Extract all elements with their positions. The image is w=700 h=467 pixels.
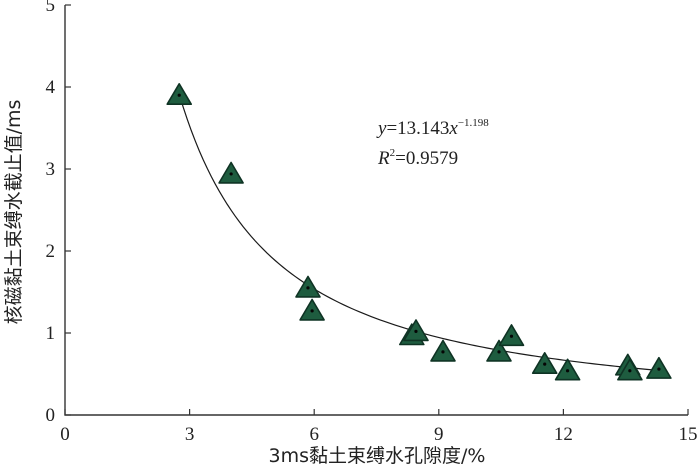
y-tick-label: 0 xyxy=(46,405,56,426)
data-point xyxy=(531,351,558,375)
y-tick-label: 4 xyxy=(46,77,56,98)
data-point-center xyxy=(441,350,445,354)
y-tick-label: 1 xyxy=(46,323,56,344)
data-point-center xyxy=(565,369,570,373)
data-point-center xyxy=(509,334,514,338)
equation-exponent: −1.198 xyxy=(458,117,489,129)
data-point xyxy=(166,83,192,105)
data-point xyxy=(554,358,581,381)
data-point-center xyxy=(177,93,181,97)
data-point xyxy=(617,358,643,381)
data-point xyxy=(486,339,512,362)
data-point-center xyxy=(657,367,661,371)
r-squared-sup: 2 xyxy=(390,147,396,159)
y-tick-label: 5 xyxy=(46,0,56,16)
data-point-center xyxy=(310,309,314,313)
data-point-center xyxy=(229,172,233,176)
x-axis-title: 3ms黏土束缚水孔隙度/% xyxy=(269,445,486,467)
data-point-center xyxy=(628,369,632,373)
data-point-center xyxy=(414,329,418,333)
equation-x-var: x xyxy=(448,118,458,139)
data-markers xyxy=(166,83,672,381)
axes xyxy=(64,5,688,416)
x-tick-label: 0 xyxy=(60,424,70,445)
data-point xyxy=(430,339,456,362)
r-squared-value: =0.9579 xyxy=(395,148,458,169)
data-point xyxy=(218,161,244,184)
r-squared: R2=0.9579 xyxy=(377,147,458,169)
data-point xyxy=(295,275,321,298)
x-tick-label: 9 xyxy=(434,424,444,445)
y-axis-title: 核磁黏土束缚水截止值/ms xyxy=(3,100,25,325)
x-tick-label: 15 xyxy=(679,424,698,445)
y-tick-label: 2 xyxy=(46,241,56,262)
data-point xyxy=(299,298,325,321)
data-point-center xyxy=(543,362,547,366)
equation-y-var: y xyxy=(376,118,387,139)
data-point-center xyxy=(306,286,310,290)
x-tick-label: 6 xyxy=(309,424,319,445)
axis-frame xyxy=(64,5,688,416)
r-squared-var: R xyxy=(377,148,390,169)
data-point xyxy=(646,356,672,379)
equation-body: =13.143 xyxy=(386,118,449,139)
fit-equation: y=13.143x−1.198 xyxy=(376,117,489,139)
data-point xyxy=(498,324,525,347)
x-tick-label: 3 xyxy=(185,424,195,445)
data-point-center xyxy=(497,350,501,354)
x-tick-label: 12 xyxy=(554,424,573,445)
y-tick-label: 3 xyxy=(46,159,56,180)
data-point xyxy=(403,319,429,342)
